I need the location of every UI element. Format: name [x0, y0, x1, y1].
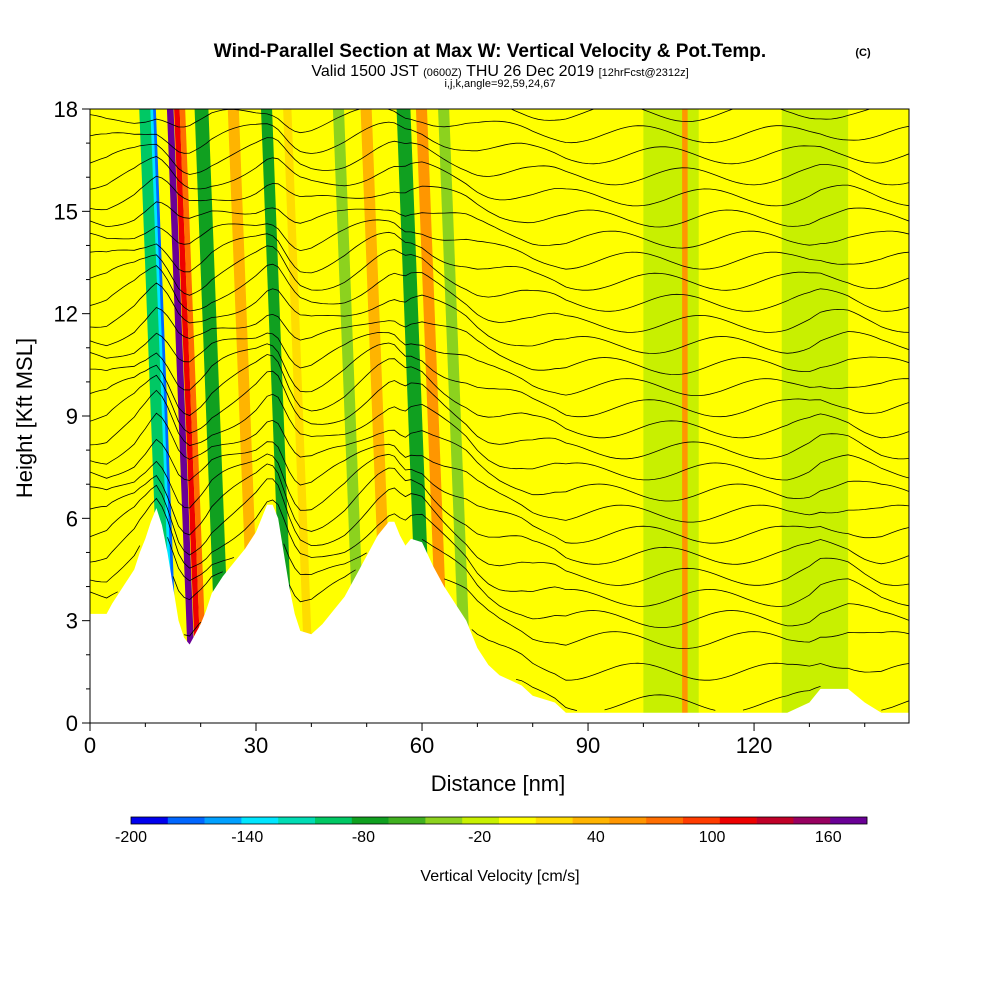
colorbar-swatch	[535, 817, 573, 824]
theta-contour-2	[184, 621, 909, 681]
valid-time-line: Valid 1500 JST (0600Z) THU 26 Dec 2019 […	[311, 63, 688, 80]
velocity-band-17	[682, 109, 688, 723]
y-tick-label: 9	[66, 404, 78, 429]
colorbar-frame	[130, 816, 868, 825]
y-axis: 0 3 6 9 12 15 18	[54, 97, 90, 736]
colorbar-swatch	[204, 817, 242, 824]
theta-contour-21	[90, 219, 909, 270]
colorbar-swatch	[167, 817, 205, 824]
x-tick-label: 30	[244, 733, 268, 758]
colorbar-swatch	[609, 817, 647, 824]
valid-date: THU 26 Dec 2019	[466, 63, 594, 80]
colorbar-swatch	[315, 817, 353, 824]
theta-contour-5	[90, 497, 909, 607]
theta-contour-11	[90, 389, 909, 481]
theta-contour-19	[90, 245, 909, 312]
theta-contour-23	[90, 175, 909, 228]
colorbar-swatch	[646, 817, 684, 824]
valid-prefix: Valid 1500 JST	[311, 63, 419, 80]
colorbar-swatch	[131, 817, 169, 824]
velocity-band-6	[194, 109, 232, 723]
colorbar-swatch	[719, 817, 757, 824]
x-tick-label: 120	[736, 733, 773, 758]
x-tick-label: 90	[576, 733, 600, 758]
copyright-mark: (C)	[855, 47, 871, 59]
colorbar-tick-label: -20	[468, 829, 491, 846]
x-tick-label: 0	[84, 733, 96, 758]
theta-contour-13	[90, 354, 909, 439]
colorbar-swatch	[425, 817, 463, 824]
colorbar-swatch	[278, 817, 316, 824]
theta-contour-1	[516, 679, 909, 711]
theta-contour-15	[90, 332, 909, 396]
colorbar-tick-label: -200	[115, 829, 147, 846]
colorbar-tick-label: -140	[231, 829, 263, 846]
colorbar-swatch	[683, 817, 721, 824]
colorbar-swatch	[756, 817, 794, 824]
y-tick-label: 0	[66, 711, 78, 736]
y-tick-label: 12	[54, 302, 78, 327]
colorbar-swatch	[462, 817, 500, 824]
y-tick-label: 18	[54, 97, 78, 122]
colorbar-swatch	[793, 817, 831, 824]
x-axis: 0 30 60 90 120	[84, 723, 866, 758]
colorbar-swatch	[830, 817, 868, 824]
x-axis-label: Distance [nm]	[431, 771, 566, 796]
velocity-band-4	[174, 109, 203, 723]
y-tick-label: 6	[66, 506, 78, 531]
grid-indices: i,j,k,angle=92,59,24,67	[444, 78, 555, 90]
colorbar-tick-label: 100	[699, 829, 726, 846]
theta-contour-14	[90, 342, 909, 418]
velocity-band-16	[781, 109, 849, 723]
chart-title: Wind-Parallel Section at Max W: Vertical…	[214, 41, 766, 62]
colorbar-tick-label: 40	[587, 829, 605, 846]
theta-contour-17	[90, 282, 909, 354]
colorbar-tick-label: 160	[815, 829, 842, 846]
forecast-tag: [12hrFcst@2312z]	[599, 67, 689, 79]
y-tick-label: 15	[54, 199, 78, 224]
colorbar-tick-label: -80	[352, 829, 375, 846]
terrain	[90, 504, 909, 723]
theta-contour-24	[90, 156, 909, 207]
theta-contour-8	[90, 453, 909, 544]
theta-contour-25	[90, 137, 909, 186]
theta-contour-10	[90, 412, 909, 502]
colorbar-swatch	[241, 817, 279, 824]
y-axis-label: Height [Kft MSL]	[12, 338, 37, 498]
theta-contour-18	[90, 263, 909, 333]
theta-contour-26	[90, 121, 909, 165]
y-tick-label: 3	[66, 609, 78, 634]
theta-contour-22	[90, 201, 909, 249]
colorbar: -200 -140 -80 -20 40 100 160	[115, 816, 868, 846]
theta-contour-7	[90, 463, 909, 565]
theta-contours	[90, 109, 909, 711]
colorbar-swatch	[499, 817, 537, 824]
velocity-band-8	[260, 109, 296, 723]
theta-contour-27	[90, 109, 909, 144]
velocity-band-3	[166, 109, 197, 723]
theta-contour-16	[90, 307, 909, 376]
velocity-band-5	[179, 109, 209, 723]
velocity-band-14	[438, 109, 473, 723]
valid-utc: (0600Z)	[423, 67, 462, 79]
plot-area	[89, 108, 910, 724]
colorbar-label: Vertical Velocity [cm/s]	[420, 868, 579, 885]
colorbar-swatch	[388, 817, 426, 824]
theta-contour-3	[90, 569, 909, 650]
theta-contour-20	[90, 231, 909, 291]
colorbar-swatch	[572, 817, 610, 824]
x-tick-label: 60	[410, 733, 434, 758]
velocity-band-15	[643, 109, 699, 723]
theta-contour-4	[90, 537, 909, 628]
colorbar-swatch	[351, 817, 389, 824]
theta-contour-9	[90, 438, 909, 523]
theta-contour-12	[90, 370, 909, 460]
theta-contour-6	[90, 478, 909, 586]
velocity-band-13	[415, 109, 451, 723]
